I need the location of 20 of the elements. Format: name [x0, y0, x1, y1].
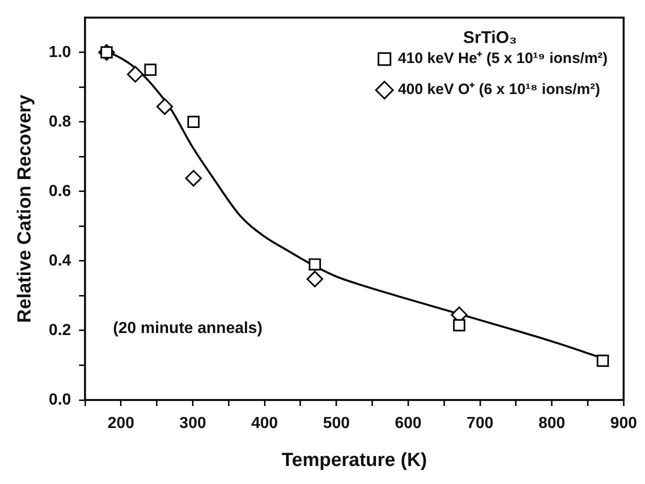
- y-tick-label: 0.2: [48, 322, 72, 339]
- x-tick-label: 200: [108, 415, 134, 432]
- y-tick-label: 0.0: [48, 391, 72, 408]
- x-tick-label: 800: [538, 415, 566, 432]
- x-axis-title: Temperature (K): [282, 450, 428, 471]
- y-tick-label: 0.4: [48, 252, 72, 270]
- annotation: (20 minute anneals): [113, 320, 262, 338]
- legend-label: 410 keV He⁺ (5 x 10¹⁹ ions/m²): [398, 50, 608, 68]
- y-axis-title: Relative Cation Recovery: [14, 94, 36, 323]
- y-tick-label: 1.0: [48, 44, 72, 61]
- x-tick-label: 700: [466, 415, 494, 432]
- y-tick-label: 0.8: [48, 113, 72, 130]
- legend-label: 400 keV O⁺ (6 x 10¹⁸ ions/m²): [398, 81, 600, 98]
- x-tick-label: 600: [394, 415, 422, 432]
- x-tick-label: 400: [251, 415, 278, 432]
- x-tick-label: 900: [610, 415, 638, 432]
- x-tick-label: 500: [323, 415, 350, 432]
- legend-title: SrTiO₃: [463, 28, 517, 47]
- y-tick-label: 0.6: [48, 182, 72, 200]
- x-tick-label: 300: [179, 415, 206, 432]
